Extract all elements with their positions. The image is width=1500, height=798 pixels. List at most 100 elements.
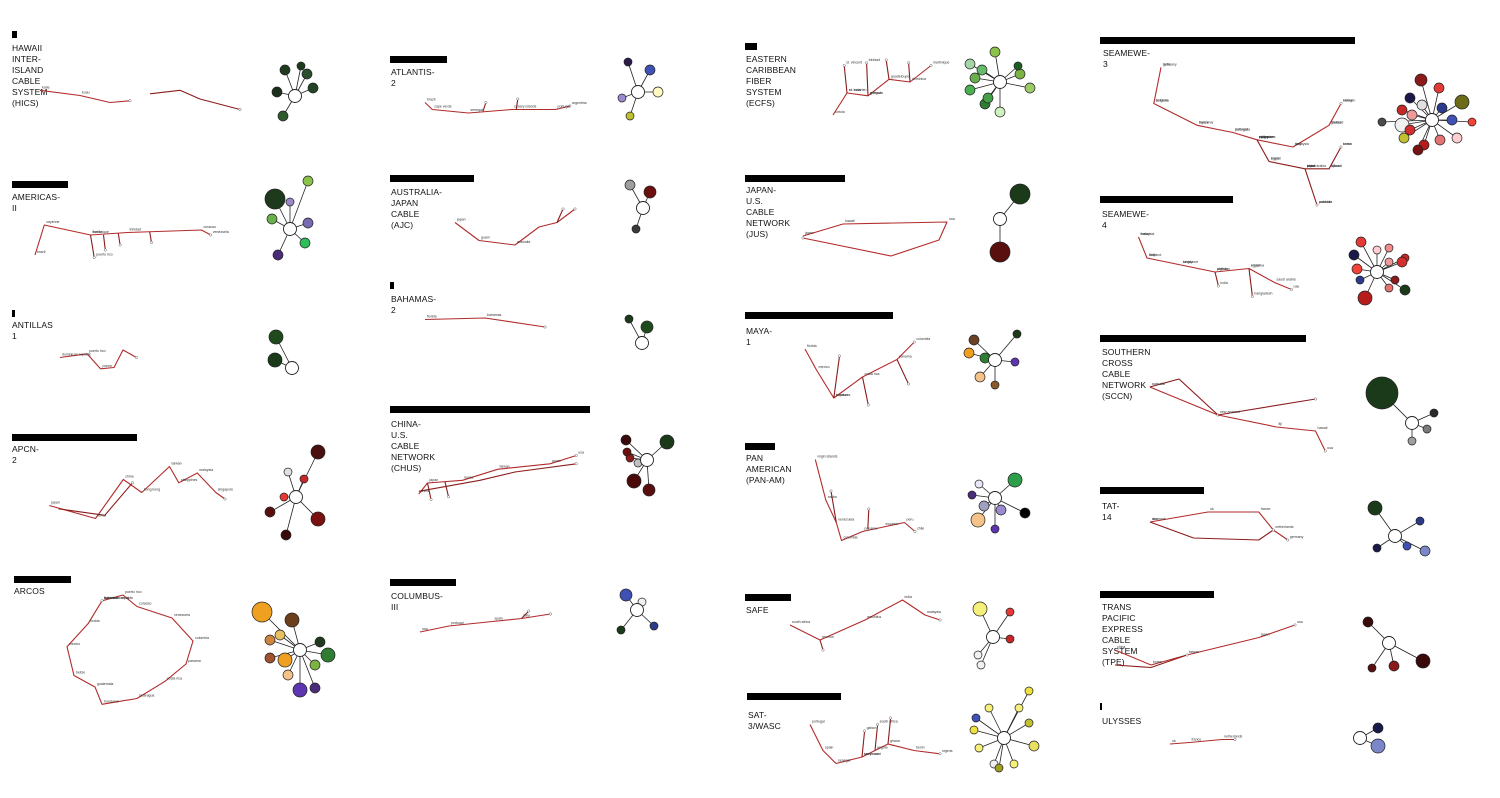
cable-hub-node — [1425, 113, 1439, 127]
cable-route-segment — [809, 724, 941, 765]
landing-point — [447, 495, 450, 499]
landing-point — [938, 618, 942, 622]
cable-route-segment — [34, 224, 212, 256]
cable-route-segment — [426, 482, 432, 500]
landing-label: fiji — [1279, 422, 1283, 426]
landing-point — [527, 609, 531, 613]
landing-label: algeria — [1217, 267, 1228, 271]
cable-title: SEAMEWE-4 — [1102, 209, 1150, 230]
landing-label: cape verde — [434, 105, 451, 109]
landing-label: china — [125, 475, 133, 479]
landing-label: korea — [1343, 142, 1352, 146]
owner-node — [251, 601, 273, 623]
landing-label: st. vincent — [846, 61, 862, 65]
landing-label: portugal — [558, 105, 571, 109]
landing-label: florida — [93, 230, 103, 234]
landing-label: malaysia — [199, 468, 213, 472]
cable-length-bar — [747, 693, 841, 700]
landing-label: nicaragua — [139, 694, 154, 698]
landing-label: mexico — [819, 365, 830, 369]
cable-title: PAN AMERICAN (PAN-AM) — [746, 453, 792, 485]
owner-node — [1396, 104, 1408, 116]
owner-node — [1384, 283, 1394, 293]
owner-network-diagram — [271, 61, 319, 122]
cable-title: EASTERN CARIBBEAN FIBER SYSTEM (ECFS) — [746, 54, 797, 108]
cable-hub-node — [1353, 731, 1367, 745]
landing-label: malaysia — [1141, 232, 1155, 236]
owner-node — [625, 111, 635, 121]
landing-label: uae — [1307, 164, 1313, 168]
cable-route-segment — [861, 730, 866, 758]
cable-route-segment — [1149, 378, 1219, 416]
cable-route-segment — [1149, 521, 1274, 541]
owner-node — [994, 763, 1004, 773]
landing-label: italy — [1149, 253, 1155, 257]
owner-node — [1451, 132, 1463, 144]
landing-label: guatemala — [97, 682, 113, 686]
landing-label: japan — [1260, 633, 1270, 637]
landing-point — [938, 752, 942, 756]
owner-node — [617, 93, 627, 103]
owner-node — [969, 725, 979, 735]
landing-label: grenada — [870, 91, 883, 95]
landing-label: greece — [1331, 120, 1342, 124]
landing-point — [842, 64, 846, 67]
landing-label: uk — [1210, 507, 1214, 511]
landing-point — [429, 498, 433, 501]
owner-node — [302, 175, 314, 187]
landing-point — [913, 530, 917, 533]
cable-title: HAWAII INTER-ISLAND CABLE SYSTEM (HICS) — [12, 43, 48, 108]
cable-route-map: portugal spain senegal ivory coast ghana beni… — [809, 716, 953, 765]
owner-node — [1398, 132, 1410, 144]
cable-route-segment — [482, 102, 487, 112]
owner-node — [292, 682, 308, 698]
owner-node — [969, 72, 981, 84]
owner-node — [619, 588, 633, 602]
owner-node — [1007, 472, 1023, 488]
owner-node — [1404, 124, 1416, 136]
landing-label: kuau — [82, 91, 90, 95]
landing-point — [884, 58, 888, 62]
landing-label: senegal — [471, 108, 483, 112]
owner-node — [264, 634, 276, 646]
landing-label: brazil — [427, 98, 436, 102]
landing-label: kahe — [42, 85, 50, 89]
landing-point — [801, 236, 805, 240]
owner-node — [310, 444, 326, 460]
cable-hub-node — [640, 453, 654, 467]
landing-label: colombia — [844, 536, 858, 540]
owner-network-diagram — [264, 444, 326, 541]
owner-node — [1012, 329, 1022, 339]
owner-network-diagram — [989, 183, 1031, 263]
cable-route-map: virgin islands aruba venezuela colombia pana… — [814, 455, 924, 542]
cable-title: AMERICAS-II — [12, 192, 61, 213]
cable-hub-node — [1388, 529, 1402, 543]
landing-label: honduras — [104, 699, 119, 703]
landing-point — [103, 248, 107, 252]
cable-route-segment — [444, 481, 450, 497]
landing-point — [1286, 538, 1290, 542]
landing-label: curacao — [204, 225, 217, 229]
landing-label: st. lucia — [849, 88, 861, 92]
owner-node — [971, 713, 981, 723]
landing-label: chile — [917, 527, 924, 531]
landing-label: egypt — [1271, 157, 1280, 161]
owner-node — [320, 647, 336, 663]
owner-node — [626, 473, 642, 489]
cable-hub-node — [288, 89, 302, 103]
landing-label: cayman — [836, 393, 848, 397]
owner-node — [1014, 703, 1024, 713]
cable-route-map: uk france netherlands — [1169, 735, 1243, 745]
landing-label: india — [1163, 62, 1170, 66]
owner-node — [1396, 256, 1408, 268]
owner-node — [976, 64, 988, 76]
landing-label: japan — [804, 231, 814, 235]
landing-label: cayenne — [46, 220, 59, 224]
cable-length-bar — [12, 434, 137, 441]
landing-label: ponce — [103, 364, 113, 368]
cable-route-segment — [1153, 67, 1342, 148]
landing-label: venezuela — [174, 613, 190, 617]
landing-label: reunion — [822, 635, 834, 639]
landing-label: taiwan — [1331, 164, 1341, 168]
